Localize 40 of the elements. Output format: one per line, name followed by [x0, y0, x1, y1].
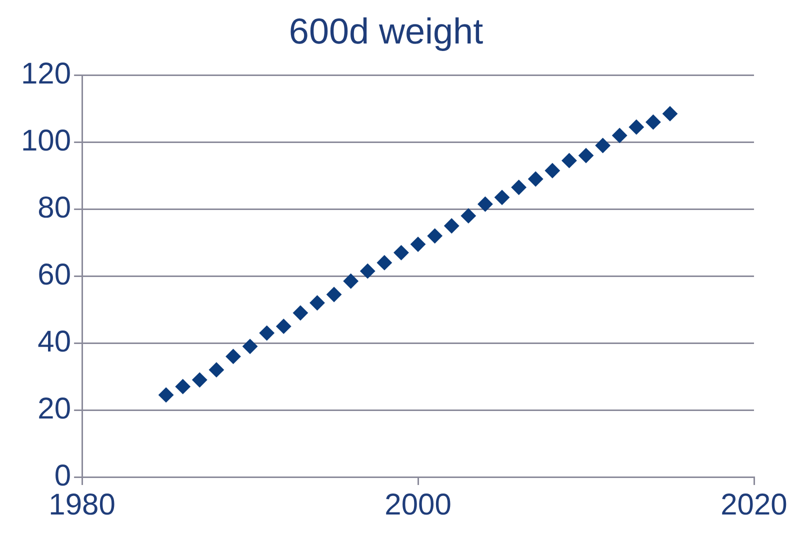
point	[578, 148, 594, 164]
point	[394, 245, 409, 260]
point	[444, 218, 460, 234]
point	[544, 163, 560, 178]
point	[310, 295, 325, 310]
point	[662, 106, 678, 122]
point	[595, 138, 610, 154]
y-tick-label: 100	[20, 124, 72, 158]
y-tick-label: 120	[20, 57, 72, 90]
x-tick-label: 2000	[384, 488, 452, 522]
point	[226, 348, 241, 364]
point	[494, 190, 510, 205]
point	[376, 255, 392, 270]
point	[242, 338, 258, 354]
point	[528, 172, 544, 186]
point	[478, 196, 493, 212]
point	[460, 208, 476, 224]
x-tick-label: 2020	[720, 488, 788, 522]
y-tick-label: 80	[38, 191, 72, 224]
point	[628, 120, 644, 135]
point	[158, 387, 174, 402]
point	[410, 236, 426, 252]
chart-title: 600d weight	[288, 10, 484, 52]
point	[192, 372, 208, 388]
point	[175, 379, 190, 394]
y-tick-label: 40	[38, 325, 72, 358]
point	[343, 274, 358, 289]
point	[360, 264, 376, 279]
point	[612, 128, 628, 143]
point	[292, 305, 308, 320]
point	[646, 114, 661, 130]
point	[326, 287, 342, 302]
y-tick-label: 20	[38, 392, 72, 426]
point	[427, 228, 442, 244]
y-tick-label: 60	[38, 258, 72, 292]
point	[208, 362, 224, 378]
point	[562, 153, 577, 168]
point	[511, 180, 526, 195]
point	[276, 318, 292, 334]
point	[259, 326, 274, 341]
